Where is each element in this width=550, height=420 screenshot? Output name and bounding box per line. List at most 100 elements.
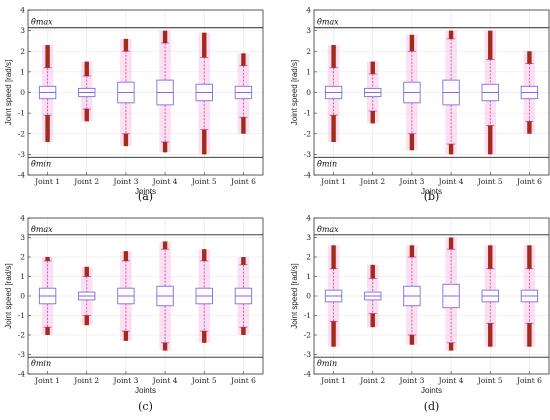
upper-bound-label: θ̇max bbox=[317, 225, 339, 234]
y-tick-label: -1 bbox=[304, 109, 311, 118]
x-tick-label: Joint 3 bbox=[112, 177, 138, 186]
outlier-cluster-upper bbox=[527, 245, 532, 269]
y-tick-label: -3 bbox=[304, 350, 312, 359]
box-4 bbox=[156, 30, 174, 153]
outlier-cluster-upper bbox=[370, 61, 375, 74]
y-tick-label: -1 bbox=[18, 311, 25, 320]
outlier-cluster-upper bbox=[409, 34, 415, 52]
outlier-cluster-upper bbox=[202, 249, 207, 261]
outlier-cluster-lower bbox=[409, 335, 415, 345]
x-tick-label: Joint 2 bbox=[73, 177, 99, 186]
y-tick-label: 0 bbox=[306, 292, 311, 301]
outlier-cluster-lower bbox=[527, 121, 532, 134]
x-tick-label: Joint 6 bbox=[230, 177, 256, 186]
box-4 bbox=[442, 237, 460, 351]
outlier-cluster-lower bbox=[45, 115, 50, 142]
outlier-cluster-upper bbox=[202, 32, 207, 58]
y-tick-label: 2 bbox=[20, 253, 25, 262]
upper-bound-label: θ̇max bbox=[31, 18, 53, 27]
outlier-cluster-lower bbox=[123, 331, 129, 341]
y-tick-label: 2 bbox=[20, 47, 25, 56]
outlier-cluster-upper bbox=[162, 241, 168, 250]
y-tick-label: 0 bbox=[20, 292, 25, 301]
box-3 bbox=[403, 34, 421, 151]
y-tick-label: 1 bbox=[20, 67, 25, 76]
x-tick-label: Joint 4 bbox=[438, 376, 464, 385]
box-1 bbox=[38, 45, 57, 142]
y-tick-label: -2 bbox=[304, 331, 312, 340]
box-1 bbox=[324, 45, 343, 142]
outlier-cluster-lower bbox=[370, 111, 375, 124]
chart-panel-4: θ̇max θ̇min -4 -3 -2 -1 0 1 2 3 4 Joint 1 Joint 2 Joi… bbox=[290, 214, 550, 413]
y-tick-label: 3 bbox=[306, 233, 311, 242]
y-axis-label: Joint speed [rad/s] bbox=[4, 263, 13, 328]
y-tick-label: 0 bbox=[20, 88, 25, 97]
x-tick-label: Joint 6 bbox=[230, 376, 256, 385]
outlier-cluster-upper bbox=[45, 257, 50, 261]
y-tick-label: 4 bbox=[20, 6, 25, 15]
y-tick-label: -4 bbox=[304, 370, 312, 379]
outlier-cluster-lower bbox=[370, 313, 375, 328]
x-tick-label: Joint 5 bbox=[477, 376, 503, 385]
y-tick-label: 4 bbox=[20, 214, 25, 223]
x-tick-label: Joint 1 bbox=[34, 177, 60, 186]
upper-bound-label: θ̇max bbox=[31, 225, 53, 234]
x-tick-label: Joint 3 bbox=[398, 177, 424, 186]
x-tick-label: Joint 2 bbox=[359, 376, 385, 385]
outlier-cluster-upper bbox=[409, 245, 415, 257]
x-tick-label: Joint 1 bbox=[320, 177, 346, 186]
outlier-cluster-lower bbox=[162, 142, 168, 153]
panel-label: (a) bbox=[138, 190, 153, 203]
y-tick-label: 3 bbox=[20, 233, 25, 242]
y-tick-label: 1 bbox=[20, 272, 25, 281]
box-2 bbox=[364, 264, 382, 328]
outlier-cluster-lower bbox=[331, 321, 336, 347]
box-2 bbox=[78, 61, 96, 122]
x-tick-label: Joint 5 bbox=[477, 177, 503, 186]
box-3 bbox=[403, 245, 421, 345]
x-tick-label: Joint 1 bbox=[320, 376, 346, 385]
box-6 bbox=[234, 53, 253, 134]
outlier-cluster-upper bbox=[241, 53, 246, 66]
box-1 bbox=[38, 257, 57, 335]
outlier-cluster-upper bbox=[123, 251, 129, 261]
y-tick-label: -2 bbox=[18, 129, 26, 138]
y-tick-label: 3 bbox=[306, 26, 311, 35]
chart-panel-3: θ̇max θ̇min -4 -3 -2 -1 0 1 2 3 4 Joint 1 Joint 2 Joi… bbox=[4, 214, 264, 413]
lower-bound-label: θ̇min bbox=[31, 359, 51, 368]
x-axis-label: Joints bbox=[421, 386, 442, 395]
x-axis-label: Joints bbox=[135, 187, 156, 196]
outlier-cluster-upper bbox=[331, 245, 336, 269]
panel-label: (d) bbox=[424, 400, 440, 413]
y-tick-label: 3 bbox=[20, 26, 25, 35]
x-tick-label: Joint 4 bbox=[152, 177, 178, 186]
box-5 bbox=[195, 249, 213, 343]
box-4 bbox=[156, 241, 174, 351]
outlier-cluster-lower bbox=[202, 129, 207, 155]
outlier-cluster-upper bbox=[45, 45, 50, 68]
x-tick-label: Joint 6 bbox=[516, 177, 542, 186]
outlier-cluster-upper bbox=[84, 266, 89, 277]
outlier-cluster-lower bbox=[527, 323, 532, 347]
box-2 bbox=[364, 61, 382, 124]
y-tick-label: -4 bbox=[304, 171, 312, 180]
outlier-cluster-upper bbox=[331, 45, 336, 68]
x-tick-label: Joint 4 bbox=[438, 177, 464, 186]
outlier-cluster-lower bbox=[448, 144, 454, 155]
chart-panel-2: θ̇max θ̇min -4 -3 -2 -1 0 1 2 3 4 Joint 1 Joint 2 Joi… bbox=[290, 6, 550, 203]
y-tick-label: 2 bbox=[306, 253, 311, 262]
x-tick-label: Joint 5 bbox=[191, 177, 217, 186]
box-5 bbox=[481, 30, 499, 155]
y-tick-label: -4 bbox=[18, 370, 26, 379]
panel-label: (c) bbox=[138, 400, 153, 413]
box-5 bbox=[195, 32, 213, 155]
outlier-cluster-lower bbox=[488, 323, 493, 347]
y-tick-label: -4 bbox=[18, 171, 26, 180]
box-6 bbox=[520, 51, 539, 134]
outlier-cluster-lower bbox=[162, 342, 168, 351]
outlier-cluster-upper bbox=[84, 61, 89, 76]
y-tick-label: 4 bbox=[306, 6, 311, 15]
y-axis-label: Joint speed [rad/s] bbox=[290, 60, 299, 125]
lower-bound-label: θ̇min bbox=[31, 159, 51, 168]
